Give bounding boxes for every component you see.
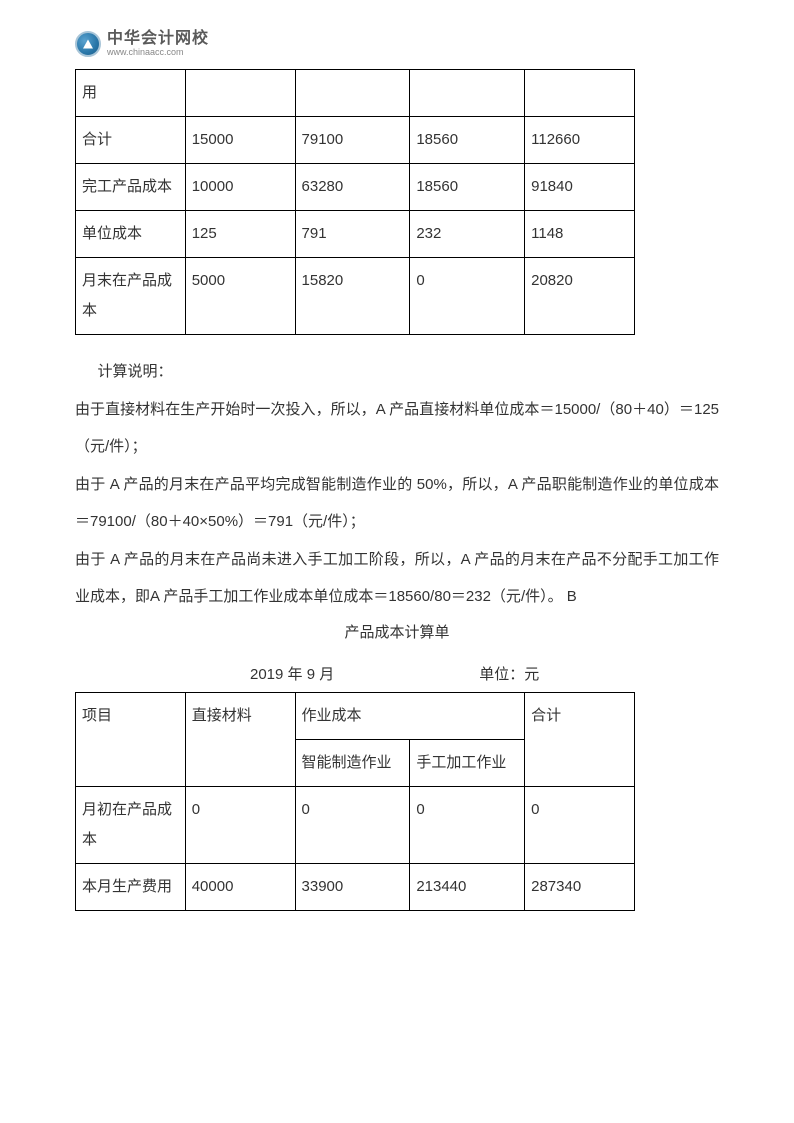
unit-text: 单位：元	[479, 663, 539, 684]
cell-value: 0	[410, 258, 525, 335]
table-row: 用	[76, 70, 635, 117]
explanation-text: 由于 A 产品的月末在产品尚未进入手工加工阶段，所以，A 产品的月末在产品不分配…	[75, 551, 719, 606]
cell-label: 本月生产费用	[76, 863, 186, 910]
cell-value: 20820	[525, 258, 635, 335]
cell-value: 0	[410, 786, 525, 863]
table-header-row: 项目 直接材料 作业成本 合计	[76, 692, 635, 739]
cell-value: 5000	[185, 258, 295, 335]
header-cell: 智能制造作业	[295, 739, 410, 786]
cell-value: 0	[295, 786, 410, 863]
cell-value: 232	[410, 211, 525, 258]
cell-value: 213440	[410, 863, 525, 910]
explanation-line: 由于 A 产品的月末在产品平均完成智能制造作业的 50%，所以，A 产品职能制造…	[75, 466, 719, 541]
explanation-line: 由于直接材料在生产开始时一次投入，所以，A 产品直接材料单位成本＝15000/（…	[75, 391, 719, 466]
cell-value: 10000	[185, 164, 295, 211]
cell-value: 112660	[525, 117, 635, 164]
logo-text-block: 中华会计网校 www.chinaacc.com	[107, 30, 209, 57]
explanation-line: 计算说明：	[75, 353, 719, 391]
cell-value: 18560	[410, 164, 525, 211]
cost-table-1: 用 合计 15000 79100 18560 112660 完工产品成本 100…	[75, 69, 635, 335]
cell-value: 91840	[525, 164, 635, 211]
cell-value: 791	[295, 211, 410, 258]
logo-section: 中华会计网校 www.chinaacc.com	[75, 30, 719, 57]
cell-value	[525, 70, 635, 117]
cell-label: 月末在产品成本	[76, 258, 186, 335]
table-row: 本月生产费用 40000 33900 213440 287340	[76, 863, 635, 910]
table-row: 月末在产品成本 5000 15820 0 20820	[76, 258, 635, 335]
cell-label: 月初在产品成本	[76, 786, 186, 863]
cell-value: 18560	[410, 117, 525, 164]
cell-value: 0	[525, 786, 635, 863]
cell-value: 79100	[295, 117, 410, 164]
table-row: 月初在产品成本 0 0 0 0	[76, 786, 635, 863]
cell-value: 63280	[295, 164, 410, 211]
date-text: 2019 年 9 月	[250, 663, 334, 684]
header-cell: 直接材料	[185, 692, 295, 786]
cell-value: 15000	[185, 117, 295, 164]
cell-value	[295, 70, 410, 117]
table2-title: 产品成本计算单	[75, 616, 719, 649]
cell-label: 合计	[76, 117, 186, 164]
cell-value: 125	[185, 211, 295, 258]
table-row: 完工产品成本 10000 63280 18560 91840	[76, 164, 635, 211]
logo-sub-text: www.chinaacc.com	[107, 48, 209, 58]
header-cell-merged: 作业成本	[295, 692, 525, 739]
calculation-explanation: 计算说明： 由于直接材料在生产开始时一次投入，所以，A 产品直接材料单位成本＝1…	[75, 353, 719, 649]
cell-label: 完工产品成本	[76, 164, 186, 211]
cell-label: 单位成本	[76, 211, 186, 258]
cell-value: 33900	[295, 863, 410, 910]
cell-value: 0	[185, 786, 295, 863]
date-unit-row: 2019 年 9 月 单位：元	[75, 663, 635, 684]
table-row: 合计 15000 79100 18560 112660	[76, 117, 635, 164]
logo-main-text: 中华会计网校	[107, 30, 209, 48]
explanation-line: 由于 A 产品的月末在产品尚未进入手工加工阶段，所以，A 产品的月末在产品不分配…	[75, 541, 719, 616]
cell-label: 用	[76, 70, 186, 117]
table-row: 单位成本 125 791 232 1148	[76, 211, 635, 258]
header-cell: 手工加工作业	[410, 739, 525, 786]
cell-value	[410, 70, 525, 117]
cell-value: 1148	[525, 211, 635, 258]
cell-value	[185, 70, 295, 117]
header-cell: 合计	[525, 692, 635, 786]
cost-table-2: 项目 直接材料 作业成本 合计 智能制造作业 手工加工作业 月初在产品成本 0 …	[75, 692, 635, 911]
header-cell: 项目	[76, 692, 186, 786]
explanation-b-suffix: B	[563, 588, 577, 605]
cell-value: 40000	[185, 863, 295, 910]
logo-icon	[75, 31, 101, 57]
cell-value: 287340	[525, 863, 635, 910]
cell-value: 15820	[295, 258, 410, 335]
